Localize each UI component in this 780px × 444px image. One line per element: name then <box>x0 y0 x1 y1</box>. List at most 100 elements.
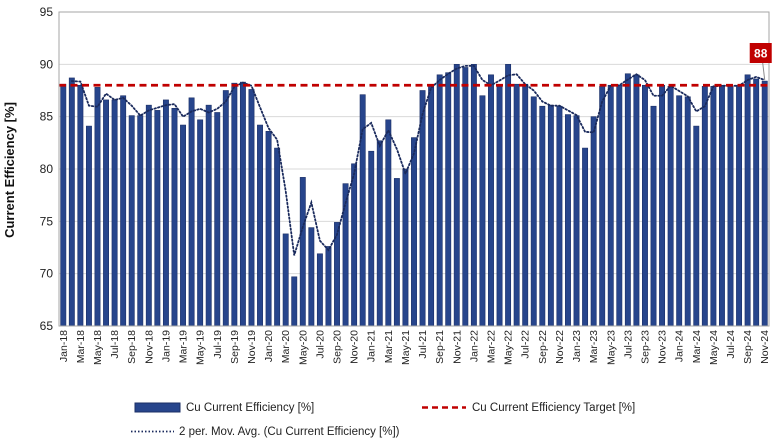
x-tick-label-Jan-21: Jan-21 <box>366 330 378 362</box>
bar-Jul-23 <box>624 73 631 327</box>
bar-Aug-21 <box>428 84 435 327</box>
bar-May-19 <box>197 119 204 327</box>
bar-Oct-23 <box>650 105 657 327</box>
bar-Jan-18 <box>60 83 67 327</box>
x-tick-label-Jul-23: Jul-23 <box>622 330 634 359</box>
x-tick-label-Sep-22: Sep-22 <box>537 330 549 364</box>
x-axis-ticks: Jan-18 Mar-18 May-18 Jul-18 Sep-18 Nov-18 Jan-… <box>58 330 771 365</box>
legend-item-bar[interactable]: Cu Current Efficiency [%] <box>134 402 314 414</box>
y-tick-label-95: 95 <box>40 5 54 19</box>
bar-Jun-23 <box>616 84 623 327</box>
bar-Jul-18 <box>111 99 118 327</box>
x-tick-label-Mar-19: Mar-19 <box>178 330 190 363</box>
legend[interactable]: Cu Current Efficiency [%] Cu Current Eff… <box>131 402 635 438</box>
y-tick-label-75: 75 <box>40 214 54 228</box>
bar-Aug-23 <box>633 74 640 327</box>
x-tick-label-Jul-19: Jul-19 <box>212 330 224 359</box>
x-tick-label-Nov-23: Nov-23 <box>657 330 669 364</box>
bar-Mar-19 <box>180 124 186 327</box>
x-tick-label-Mar-22: Mar-22 <box>485 330 497 363</box>
bar-May-24 <box>710 86 717 327</box>
x-tick-label-Nov-21: Nov-21 <box>451 330 463 364</box>
bar-Sep-24 <box>744 74 751 327</box>
bar-Sep-23 <box>642 84 648 327</box>
x-tick-label-Mar-21: Mar-21 <box>383 330 395 363</box>
x-tick-label-Sep-20: Sep-20 <box>332 330 344 364</box>
x-tick-label-Jul-22: Jul-22 <box>520 330 532 359</box>
bar-Nov-18 <box>145 104 152 327</box>
legend-item-moving-average[interactable]: 2 per. Mov. Avg. (Cu Current Efficiency … <box>131 426 400 438</box>
x-tick-label-Jan-24: Jan-24 <box>674 330 686 362</box>
bar-Feb-18 <box>68 77 75 327</box>
bar-Mar-21 <box>385 119 392 327</box>
bar-Sep-18 <box>128 115 135 327</box>
bar-May-22 <box>505 64 512 327</box>
bar-Apr-20 <box>291 276 298 327</box>
bar-Sep-21 <box>436 74 443 327</box>
bar-Apr-22 <box>496 86 503 327</box>
x-tick-label-Mar-24: Mar-24 <box>691 330 703 363</box>
legend-bar-swatch <box>134 402 181 413</box>
bar-Jun-20 <box>308 227 315 327</box>
y-tick-label-70: 70 <box>40 267 54 281</box>
bar-Apr-23 <box>599 86 606 327</box>
bar-Jan-20 <box>265 131 272 327</box>
bar-Dec-18 <box>154 110 161 327</box>
callout-label: 88 <box>754 47 768 61</box>
bar-Dec-22 <box>565 114 571 327</box>
bar-Nov-23 <box>659 84 666 327</box>
x-tick-label-May-18: May-18 <box>92 330 104 365</box>
bar-Nov-22 <box>556 105 563 327</box>
x-tick-label-Jan-20: Jan-20 <box>263 330 275 362</box>
bar-Jan-24 <box>676 95 683 327</box>
x-tick-label-Nov-22: Nov-22 <box>554 330 566 364</box>
bar-Sep-22 <box>539 105 546 327</box>
bar-Feb-23 <box>582 147 589 327</box>
x-tick-label-Jul-24: Jul-24 <box>725 330 737 359</box>
y-tick-label-80: 80 <box>40 162 54 176</box>
bar-Apr-21 <box>393 178 400 327</box>
moving-average-line <box>70 65 766 256</box>
bar-Apr-24 <box>701 86 708 327</box>
bar-Jun-24 <box>718 84 725 327</box>
y-axis-label: Current Efficiency [%] <box>2 102 17 238</box>
x-tick-label-Nov-19: Nov-19 <box>246 330 258 364</box>
bar-Oct-24 <box>753 78 760 327</box>
bar-Nov-19 <box>248 89 255 327</box>
x-tick-label-Nov-20: Nov-20 <box>349 330 361 364</box>
bar-Jul-22 <box>522 83 529 327</box>
bar-Nov-21 <box>453 64 460 327</box>
legend-item-target[interactable]: Cu Current Efficiency Target [%] <box>422 402 635 414</box>
x-tick-label-Jul-20: Jul-20 <box>314 330 326 359</box>
plot-border <box>58 11 770 327</box>
bar-Apr-19 <box>188 97 195 327</box>
bar-Dec-19 <box>257 124 263 327</box>
last-value-callout: 88 <box>749 43 772 81</box>
x-tick-label-Nov-24: Nov-24 <box>759 330 771 364</box>
bar-Jan-19 <box>162 99 169 327</box>
bar-Feb-24 <box>684 96 691 327</box>
moving-average-series <box>70 65 766 256</box>
x-tick-label-Jan-18: Jan-18 <box>58 330 70 362</box>
x-tick-label-May-19: May-19 <box>195 330 207 365</box>
y-axis-ticks: 65 70 75 80 85 90 95 <box>40 5 54 333</box>
x-tick-label-Jan-23: Jan-23 <box>571 330 583 362</box>
bar-Jun-19 <box>205 104 212 327</box>
bar-Jun-18 <box>103 99 110 327</box>
bar-Mar-20 <box>282 233 289 327</box>
bar-Feb-22 <box>479 95 486 327</box>
legend-moving-average-label: 2 per. Mov. Avg. (Cu Current Efficiency … <box>179 426 400 438</box>
bar-Oct-21 <box>445 72 452 327</box>
bar-Jul-19 <box>214 112 221 327</box>
callout-leader <box>762 62 766 81</box>
bar-Dec-23 <box>667 86 674 327</box>
bar-Mar-18 <box>77 84 84 327</box>
bar-Feb-21 <box>376 140 383 327</box>
x-tick-label-Nov-18: Nov-18 <box>143 330 155 364</box>
bar-Mar-22 <box>488 74 494 327</box>
x-tick-label-May-20: May-20 <box>297 330 309 365</box>
callout-box <box>749 43 772 63</box>
plot-frame <box>58 11 770 327</box>
bar-May-18 <box>94 87 101 327</box>
